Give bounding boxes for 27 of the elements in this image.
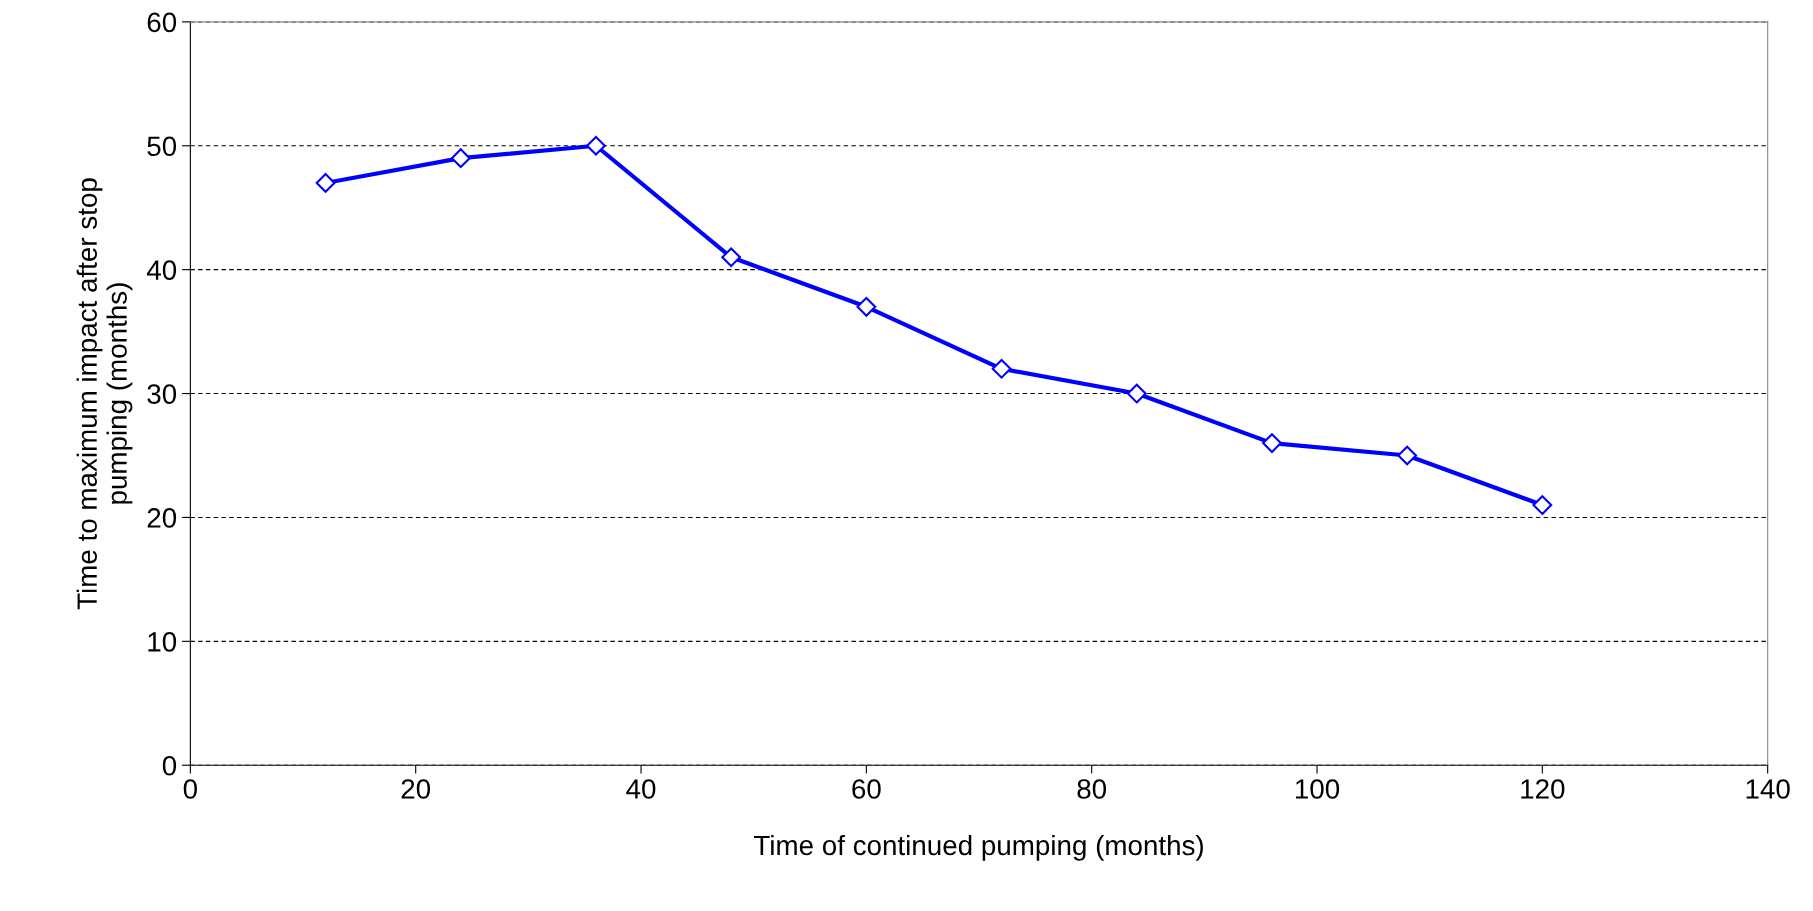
x-tick-label: 0 <box>183 779 197 799</box>
x-tick-label: 120 <box>1521 779 1565 799</box>
x-tick-label: 20 <box>401 779 431 799</box>
point <box>315 173 336 193</box>
y-tick-label: 60 <box>147 12 177 33</box>
x-tick-label: 60 <box>852 779 881 799</box>
x-tick-label: 80 <box>1077 779 1107 799</box>
y-tick-label: 30 <box>147 384 177 404</box>
y-tick-label: 20 <box>147 508 177 528</box>
y-axis-title: Time to maximum impact after stop pumping (months) <box>76 178 133 610</box>
x-tick-label: 40 <box>626 779 656 799</box>
point <box>1397 445 1418 466</box>
x-axis-title: Time of continued pumping (months) <box>753 834 1203 861</box>
point <box>586 135 606 156</box>
y-tick-label: 40 <box>146 260 177 280</box>
point <box>1126 383 1147 404</box>
point <box>1532 495 1553 515</box>
y-tick-label: 0 <box>162 755 177 776</box>
x-tick-label: 100 <box>1295 779 1340 799</box>
point <box>450 148 471 169</box>
y-tick-label: 50 <box>147 136 177 157</box>
point <box>991 358 1012 379</box>
y-tick-label: 10 <box>148 632 177 652</box>
point <box>1262 433 1282 453</box>
point <box>856 296 877 317</box>
x-tick-label: 140 <box>1746 779 1790 799</box>
point <box>721 247 742 268</box>
